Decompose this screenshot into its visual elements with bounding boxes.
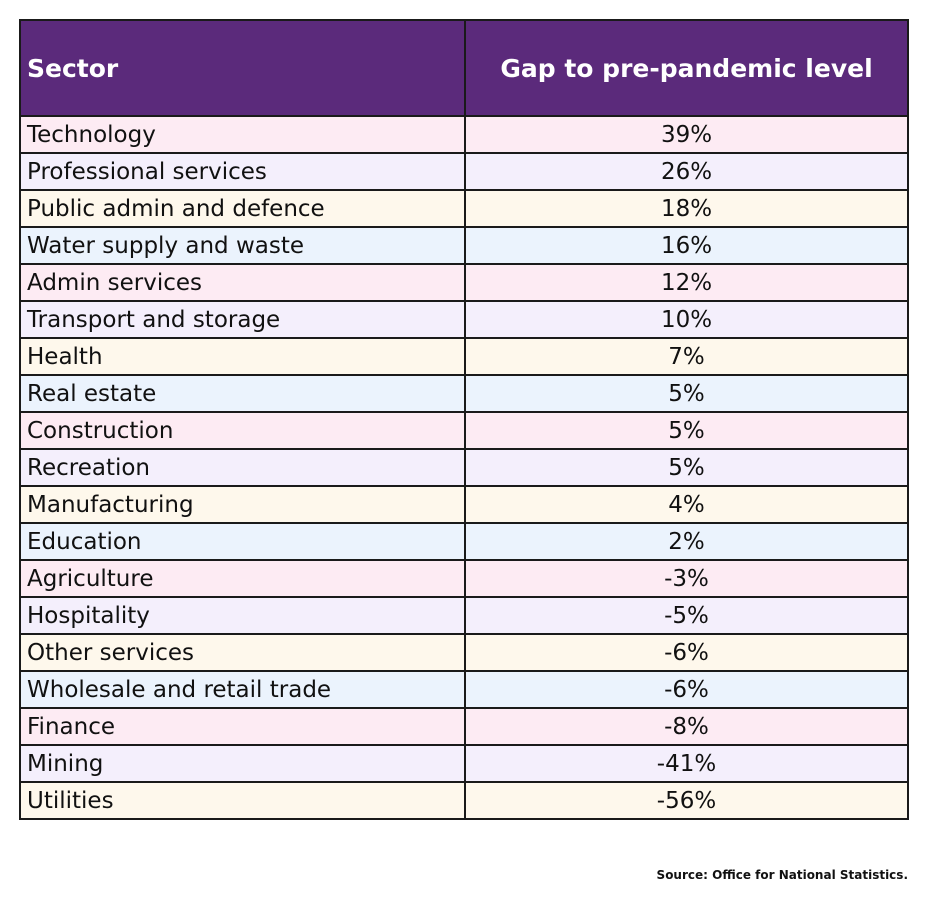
gap-value-cell: -8% (465, 708, 908, 745)
source-note: Source: Office for National Statistics. (657, 868, 908, 882)
gap-value-cell: -3% (465, 560, 908, 597)
gap-value-cell: -6% (465, 634, 908, 671)
sector-cell: Health (20, 338, 465, 375)
table-row: Water supply and waste16% (20, 227, 908, 264)
gap-value-cell: -5% (465, 597, 908, 634)
table-row: Real estate5% (20, 375, 908, 412)
sector-cell: Wholesale and retail trade (20, 671, 465, 708)
sector-cell: Admin services (20, 264, 465, 301)
gap-value-cell: 26% (465, 153, 908, 190)
table-row: Other services-6% (20, 634, 908, 671)
gap-value-cell: -41% (465, 745, 908, 782)
sector-cell: Finance (20, 708, 465, 745)
table-row: Professional services26% (20, 153, 908, 190)
table-row: Utilities-56% (20, 782, 908, 819)
table-row: Education2% (20, 523, 908, 560)
sector-cell: Education (20, 523, 465, 560)
gap-value-cell: -6% (465, 671, 908, 708)
column-header-gap: Gap to pre-pandemic level (465, 20, 908, 116)
table-row: Wholesale and retail trade-6% (20, 671, 908, 708)
sector-cell: Manufacturing (20, 486, 465, 523)
gap-value-cell: 5% (465, 449, 908, 486)
table-row: Agriculture-3% (20, 560, 908, 597)
sector-cell: Public admin and defence (20, 190, 465, 227)
sector-cell: Transport and storage (20, 301, 465, 338)
sector-cell: Agriculture (20, 560, 465, 597)
gap-value-cell: 4% (465, 486, 908, 523)
sector-cell: Hospitality (20, 597, 465, 634)
sector-cell: Professional services (20, 153, 465, 190)
sector-cell: Mining (20, 745, 465, 782)
table-row: Transport and storage10% (20, 301, 908, 338)
sector-cell: Other services (20, 634, 465, 671)
gap-value-cell: 2% (465, 523, 908, 560)
gap-value-cell: -56% (465, 782, 908, 819)
table-row: Public admin and defence18% (20, 190, 908, 227)
table-row: Admin services12% (20, 264, 908, 301)
column-header-sector: Sector (20, 20, 465, 116)
sector-cell: Technology (20, 116, 465, 153)
sector-cell: Utilities (20, 782, 465, 819)
table-row: Finance-8% (20, 708, 908, 745)
gap-value-cell: 18% (465, 190, 908, 227)
table-header-row: Sector Gap to pre-pandemic level (20, 20, 908, 116)
sector-cell: Water supply and waste (20, 227, 465, 264)
sector-cell: Construction (20, 412, 465, 449)
table-row: Construction5% (20, 412, 908, 449)
gap-value-cell: 7% (465, 338, 908, 375)
sector-gap-table: Sector Gap to pre-pandemic level Technol… (19, 19, 909, 820)
gap-value-cell: 10% (465, 301, 908, 338)
sector-cell: Recreation (20, 449, 465, 486)
table-row: Technology39% (20, 116, 908, 153)
table-row: Recreation5% (20, 449, 908, 486)
sector-cell: Real estate (20, 375, 465, 412)
table-row: Manufacturing4% (20, 486, 908, 523)
gap-value-cell: 12% (465, 264, 908, 301)
gap-value-cell: 5% (465, 412, 908, 449)
table-row: Health7% (20, 338, 908, 375)
gap-value-cell: 5% (465, 375, 908, 412)
table-row: Mining-41% (20, 745, 908, 782)
gap-value-cell: 16% (465, 227, 908, 264)
table-row: Hospitality-5% (20, 597, 908, 634)
gap-value-cell: 39% (465, 116, 908, 153)
